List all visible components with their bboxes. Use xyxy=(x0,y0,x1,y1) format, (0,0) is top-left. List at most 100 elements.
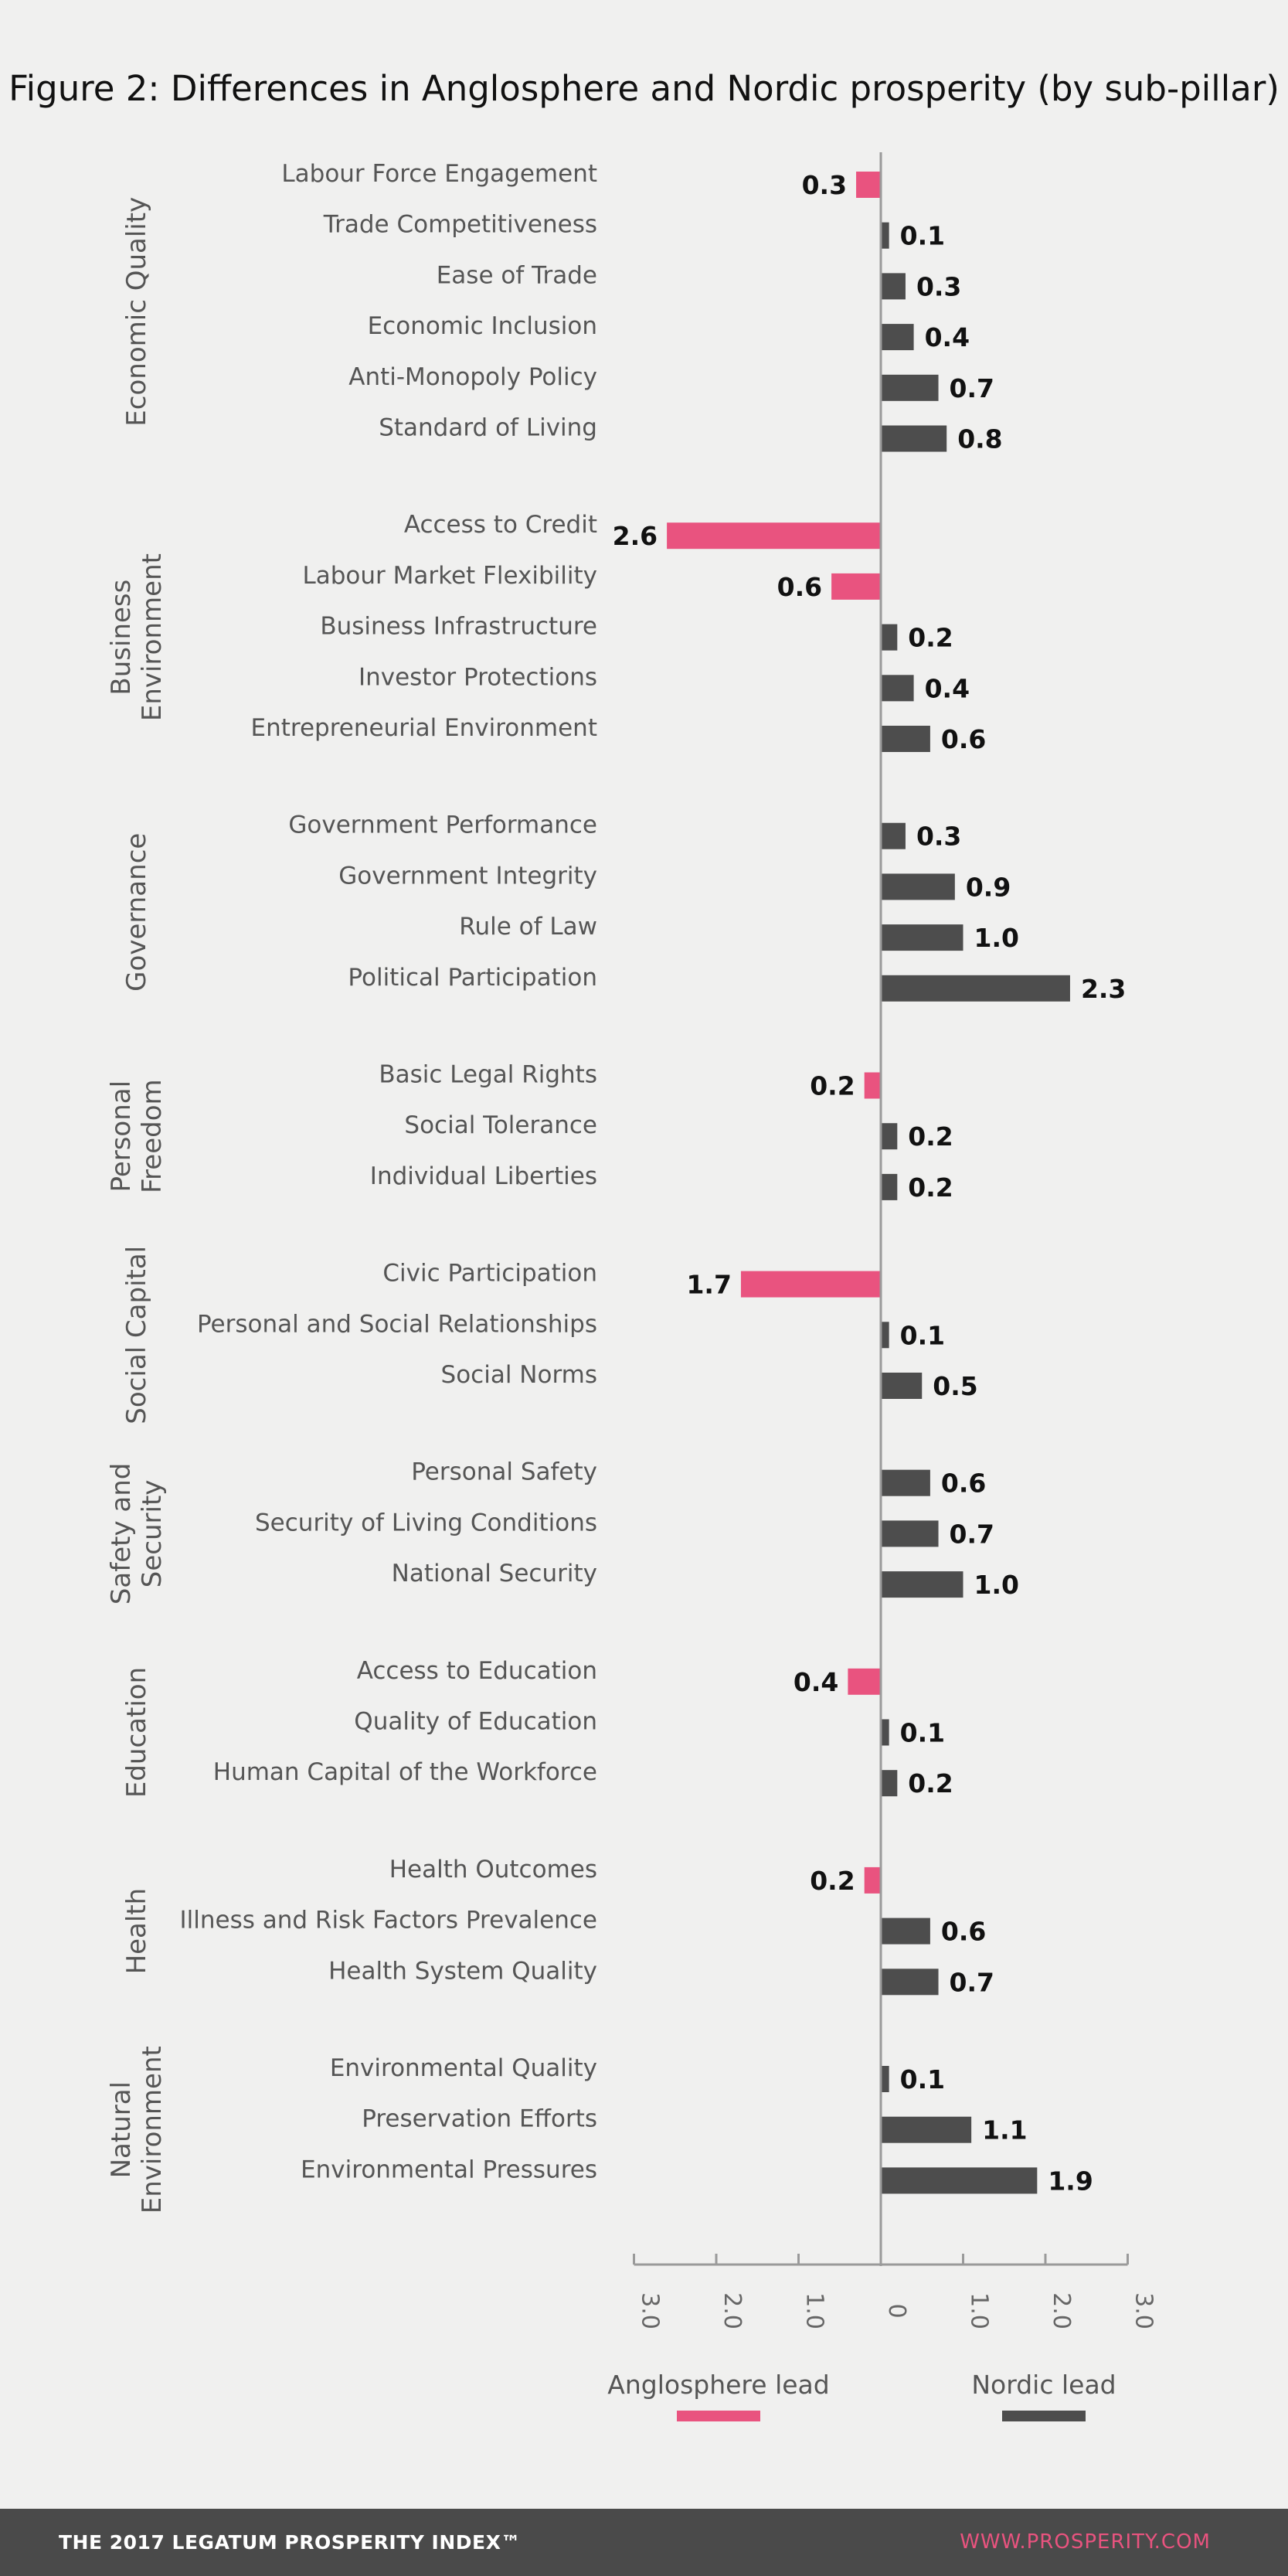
row-label: Business Infrastructure xyxy=(320,613,597,641)
data-label: 0.2 xyxy=(810,1866,855,1896)
row-label: Basic Legal Rights xyxy=(379,1061,597,1089)
data-label: 0.5 xyxy=(933,1371,977,1401)
row-label: Economic Inclusion xyxy=(368,312,597,340)
data-label: 1.9 xyxy=(1048,2166,1093,2196)
footer-brand: THE 2017 LEGATUM PROSPERITY INDEX™ xyxy=(59,2531,521,2554)
data-label: 0.6 xyxy=(777,572,822,602)
legend-label: Anglosphere lead xyxy=(607,2370,829,2400)
group-label-line: Safety and xyxy=(106,1463,137,1605)
group-label-line: Social Capital xyxy=(121,1246,152,1424)
footer-url[interactable]: WWW.PROSPERITY.COM xyxy=(960,2530,1211,2554)
group-label-line: Health xyxy=(121,1888,152,1975)
group-label-line: Economic Quality xyxy=(121,197,152,427)
bar-nordic xyxy=(881,1469,930,1496)
bar-nordic xyxy=(881,1571,963,1598)
bar-nordic xyxy=(881,1173,898,1200)
bar-nordic xyxy=(881,1322,889,1349)
bar-nordic xyxy=(881,1969,939,1996)
row-label: Civic Participation xyxy=(382,1260,597,1288)
bar-nordic xyxy=(881,1918,930,1945)
bar-anglosphere xyxy=(667,522,881,550)
bar-nordic xyxy=(881,1520,939,1547)
row-label: Social Norms xyxy=(441,1361,597,1389)
row-label: Individual Liberties xyxy=(370,1162,597,1190)
bar-nordic xyxy=(881,975,1070,1002)
group-label: NaturalEnvironment xyxy=(106,2046,168,2214)
data-label: 0.7 xyxy=(950,1519,994,1549)
data-label: 0.1 xyxy=(900,221,945,251)
group-label: Governance xyxy=(121,833,152,992)
data-label: 0.3 xyxy=(916,822,961,852)
row-label: Government Performance xyxy=(288,812,597,839)
data-label: 0.2 xyxy=(908,1172,953,1203)
data-label: 2.3 xyxy=(1081,974,1126,1004)
legend-swatch xyxy=(1002,2411,1086,2421)
row-label: National Security xyxy=(392,1560,597,1587)
x-tick-label: 0 xyxy=(883,2303,910,2318)
x-tick-label: 1.0 xyxy=(966,2292,993,2329)
bar-nordic xyxy=(881,873,955,900)
bar-nordic xyxy=(881,2116,972,2143)
data-label: 2.6 xyxy=(613,521,658,551)
bar-nordic xyxy=(881,1770,898,1797)
plot-area: Labour Force Engagement 0.3 Trade Competit… xyxy=(106,152,1157,2421)
data-label: 0.7 xyxy=(950,373,994,403)
row-label: Quality of Education xyxy=(354,1708,597,1736)
group-label: Economic Quality xyxy=(121,197,152,427)
bar-nordic xyxy=(881,1373,923,1399)
bar-nordic xyxy=(881,273,906,300)
bar-anglosphere xyxy=(864,1072,881,1099)
group-label: Social Capital xyxy=(121,1246,152,1424)
bar-nordic xyxy=(881,1719,889,1746)
bar-nordic xyxy=(881,726,930,752)
row-label: Security of Living Conditions xyxy=(255,1509,597,1536)
bar-nordic xyxy=(881,425,947,452)
data-label: 0.8 xyxy=(957,424,1002,454)
row-label: Political Participation xyxy=(348,964,597,992)
bar-nordic xyxy=(881,2066,889,2092)
data-label: 0.6 xyxy=(941,724,986,754)
data-label: 0.4 xyxy=(925,673,970,703)
bar-anglosphere xyxy=(740,1271,881,1298)
row-label: Preservation Efforts xyxy=(362,2105,597,2133)
x-tick-label: 3.0 xyxy=(1130,2292,1157,2329)
group-label-line: Education xyxy=(121,1667,152,1798)
bar-nordic xyxy=(881,222,889,249)
row-label: Health Outcomes xyxy=(389,1856,597,1884)
data-label: 0.2 xyxy=(908,1768,953,1798)
row-label: Trade Competitiveness xyxy=(323,211,597,239)
x-tick-label: 1.0 xyxy=(801,2292,828,2329)
x-tick-label: 2.0 xyxy=(1048,2292,1075,2329)
bar-anglosphere xyxy=(856,172,881,198)
bar-nordic xyxy=(881,374,939,401)
data-label: 0.2 xyxy=(908,1121,953,1152)
data-label: 0.1 xyxy=(900,1718,945,1748)
group-label: Education xyxy=(121,1667,152,1798)
row-label: Investor Protections xyxy=(359,663,597,691)
data-label: 0.9 xyxy=(966,872,1011,902)
legend-label: Nordic lead xyxy=(971,2370,1116,2400)
chart-title: Figure 2: Differences in Anglosphere and… xyxy=(8,68,1280,109)
group-label-line: Freedom xyxy=(137,1079,168,1193)
bar-nordic xyxy=(881,624,898,651)
row-label: Environmental Quality xyxy=(330,2054,597,2082)
group-label-line: Environment xyxy=(137,553,168,721)
x-tick-label: 3.0 xyxy=(637,2292,664,2329)
bar-anglosphere xyxy=(864,1866,881,1894)
row-label: Social Tolerance xyxy=(404,1111,597,1139)
row-label: Environmental Pressures xyxy=(301,2156,597,2183)
group-label-line: Environment xyxy=(137,2046,168,2214)
group-label: BusinessEnvironment xyxy=(106,553,168,721)
group-label-line: Natural xyxy=(106,2081,137,2178)
row-label: Standard of Living xyxy=(379,414,597,442)
data-label: 1.7 xyxy=(686,1270,731,1300)
bar-nordic xyxy=(881,924,963,951)
bar-nordic xyxy=(881,1123,898,1150)
group-label: Safety andSecurity xyxy=(106,1463,168,1605)
row-label: Access to Education xyxy=(357,1657,597,1685)
data-label: 1.0 xyxy=(974,1570,1019,1600)
row-label: Anti-Monopoly Policy xyxy=(348,363,597,391)
legend-swatch xyxy=(677,2411,760,2421)
bar-nordic xyxy=(881,822,906,849)
data-label: 0.1 xyxy=(900,1320,945,1350)
